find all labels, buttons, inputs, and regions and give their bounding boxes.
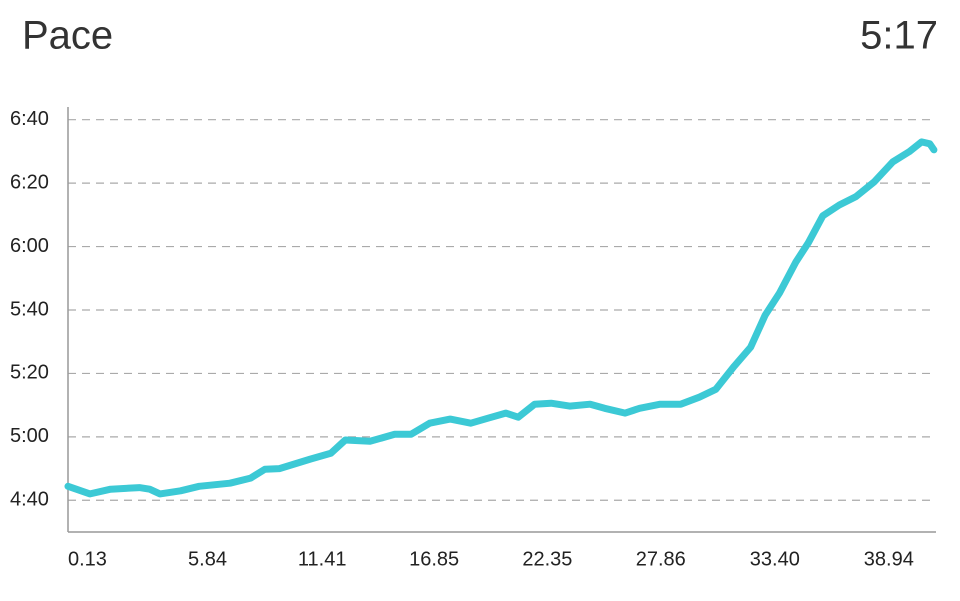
x-tick-label: 22.35	[522, 548, 572, 570]
x-tick-label: 16.85	[409, 548, 459, 570]
pace-line	[64, 138, 938, 498]
x-tick-label: 38.94	[864, 548, 914, 570]
y-tick-label: 6:00	[10, 235, 49, 257]
y-tick-label: 5:20	[10, 362, 49, 384]
x-tick-label: 0.13	[68, 548, 107, 570]
y-tick-label: 4:40	[10, 489, 49, 511]
x-tick-label: 27.86	[636, 548, 686, 570]
x-tick-label: 33.40	[750, 548, 800, 570]
y-tick-label: 6:40	[10, 108, 49, 130]
header-title: Pace	[22, 14, 113, 58]
x-tick-label: 5.84	[188, 548, 227, 570]
header-value: 5:17	[860, 14, 938, 58]
x-tick-label: 11.41	[298, 548, 347, 570]
y-tick-label: 5:40	[10, 298, 49, 320]
y-tick-label: 5:00	[10, 425, 49, 447]
y-tick-label: 6:20	[10, 171, 49, 193]
